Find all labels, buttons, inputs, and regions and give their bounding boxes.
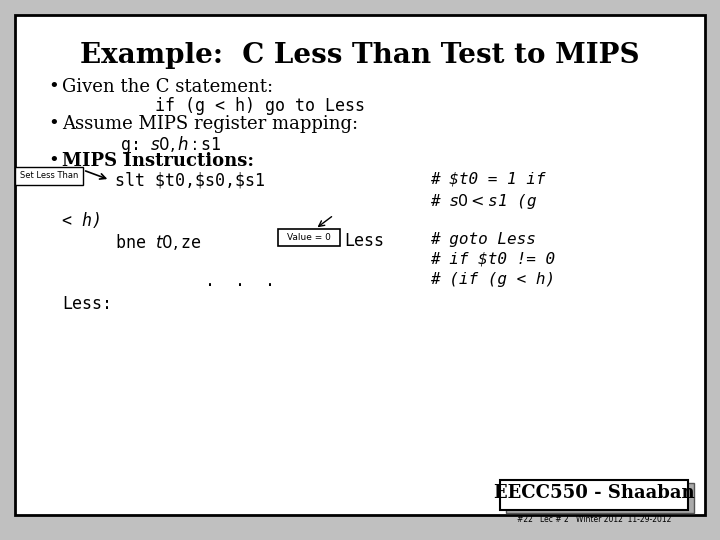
Text: # $s0<$s1 (g: # $s0<$s1 (g xyxy=(430,192,537,211)
Bar xyxy=(15,167,83,185)
Text: •: • xyxy=(48,152,59,170)
Text: •: • xyxy=(48,78,59,96)
Text: # $t0 = 1 if: # $t0 = 1 if xyxy=(430,172,546,187)
Text: Less: Less xyxy=(344,232,384,250)
Text: Value = 0: Value = 0 xyxy=(287,233,331,242)
Text: #22   Lec # 2   Winter 2012  11-29-2012: #22 Lec # 2 Winter 2012 11-29-2012 xyxy=(517,516,671,524)
Text: •: • xyxy=(48,115,59,133)
Bar xyxy=(506,483,694,513)
Text: .  .  .: . . . xyxy=(185,272,275,290)
Bar xyxy=(500,480,688,510)
Bar xyxy=(278,229,340,246)
Text: # if $t0 != 0: # if $t0 != 0 xyxy=(430,252,555,267)
Text: Less:: Less: xyxy=(62,295,112,313)
Text: # goto Less: # goto Less xyxy=(430,232,536,247)
Text: if (g < h) go to Less: if (g < h) go to Less xyxy=(155,97,365,115)
Text: g: $s0,   h: $s1: g: $s0, h: $s1 xyxy=(120,134,221,156)
Text: # (if (g < h): # (if (g < h) xyxy=(430,272,555,287)
Text: MIPS Instructions:: MIPS Instructions: xyxy=(62,152,254,170)
Text: Example:  C Less Than Test to MIPS: Example: C Less Than Test to MIPS xyxy=(80,42,640,69)
Text: bne $t0,$ze: bne $t0,$ze xyxy=(115,232,202,252)
Text: Set Less Than: Set Less Than xyxy=(20,172,78,180)
Text: < h): < h) xyxy=(62,212,102,230)
Text: Given the C statement:: Given the C statement: xyxy=(62,78,273,96)
Text: EECC550 - Shaaban: EECC550 - Shaaban xyxy=(494,484,694,502)
Text: slt $t0,$s0,$s1: slt $t0,$s0,$s1 xyxy=(115,172,265,190)
Text: Assume MIPS register mapping:: Assume MIPS register mapping: xyxy=(62,115,358,133)
